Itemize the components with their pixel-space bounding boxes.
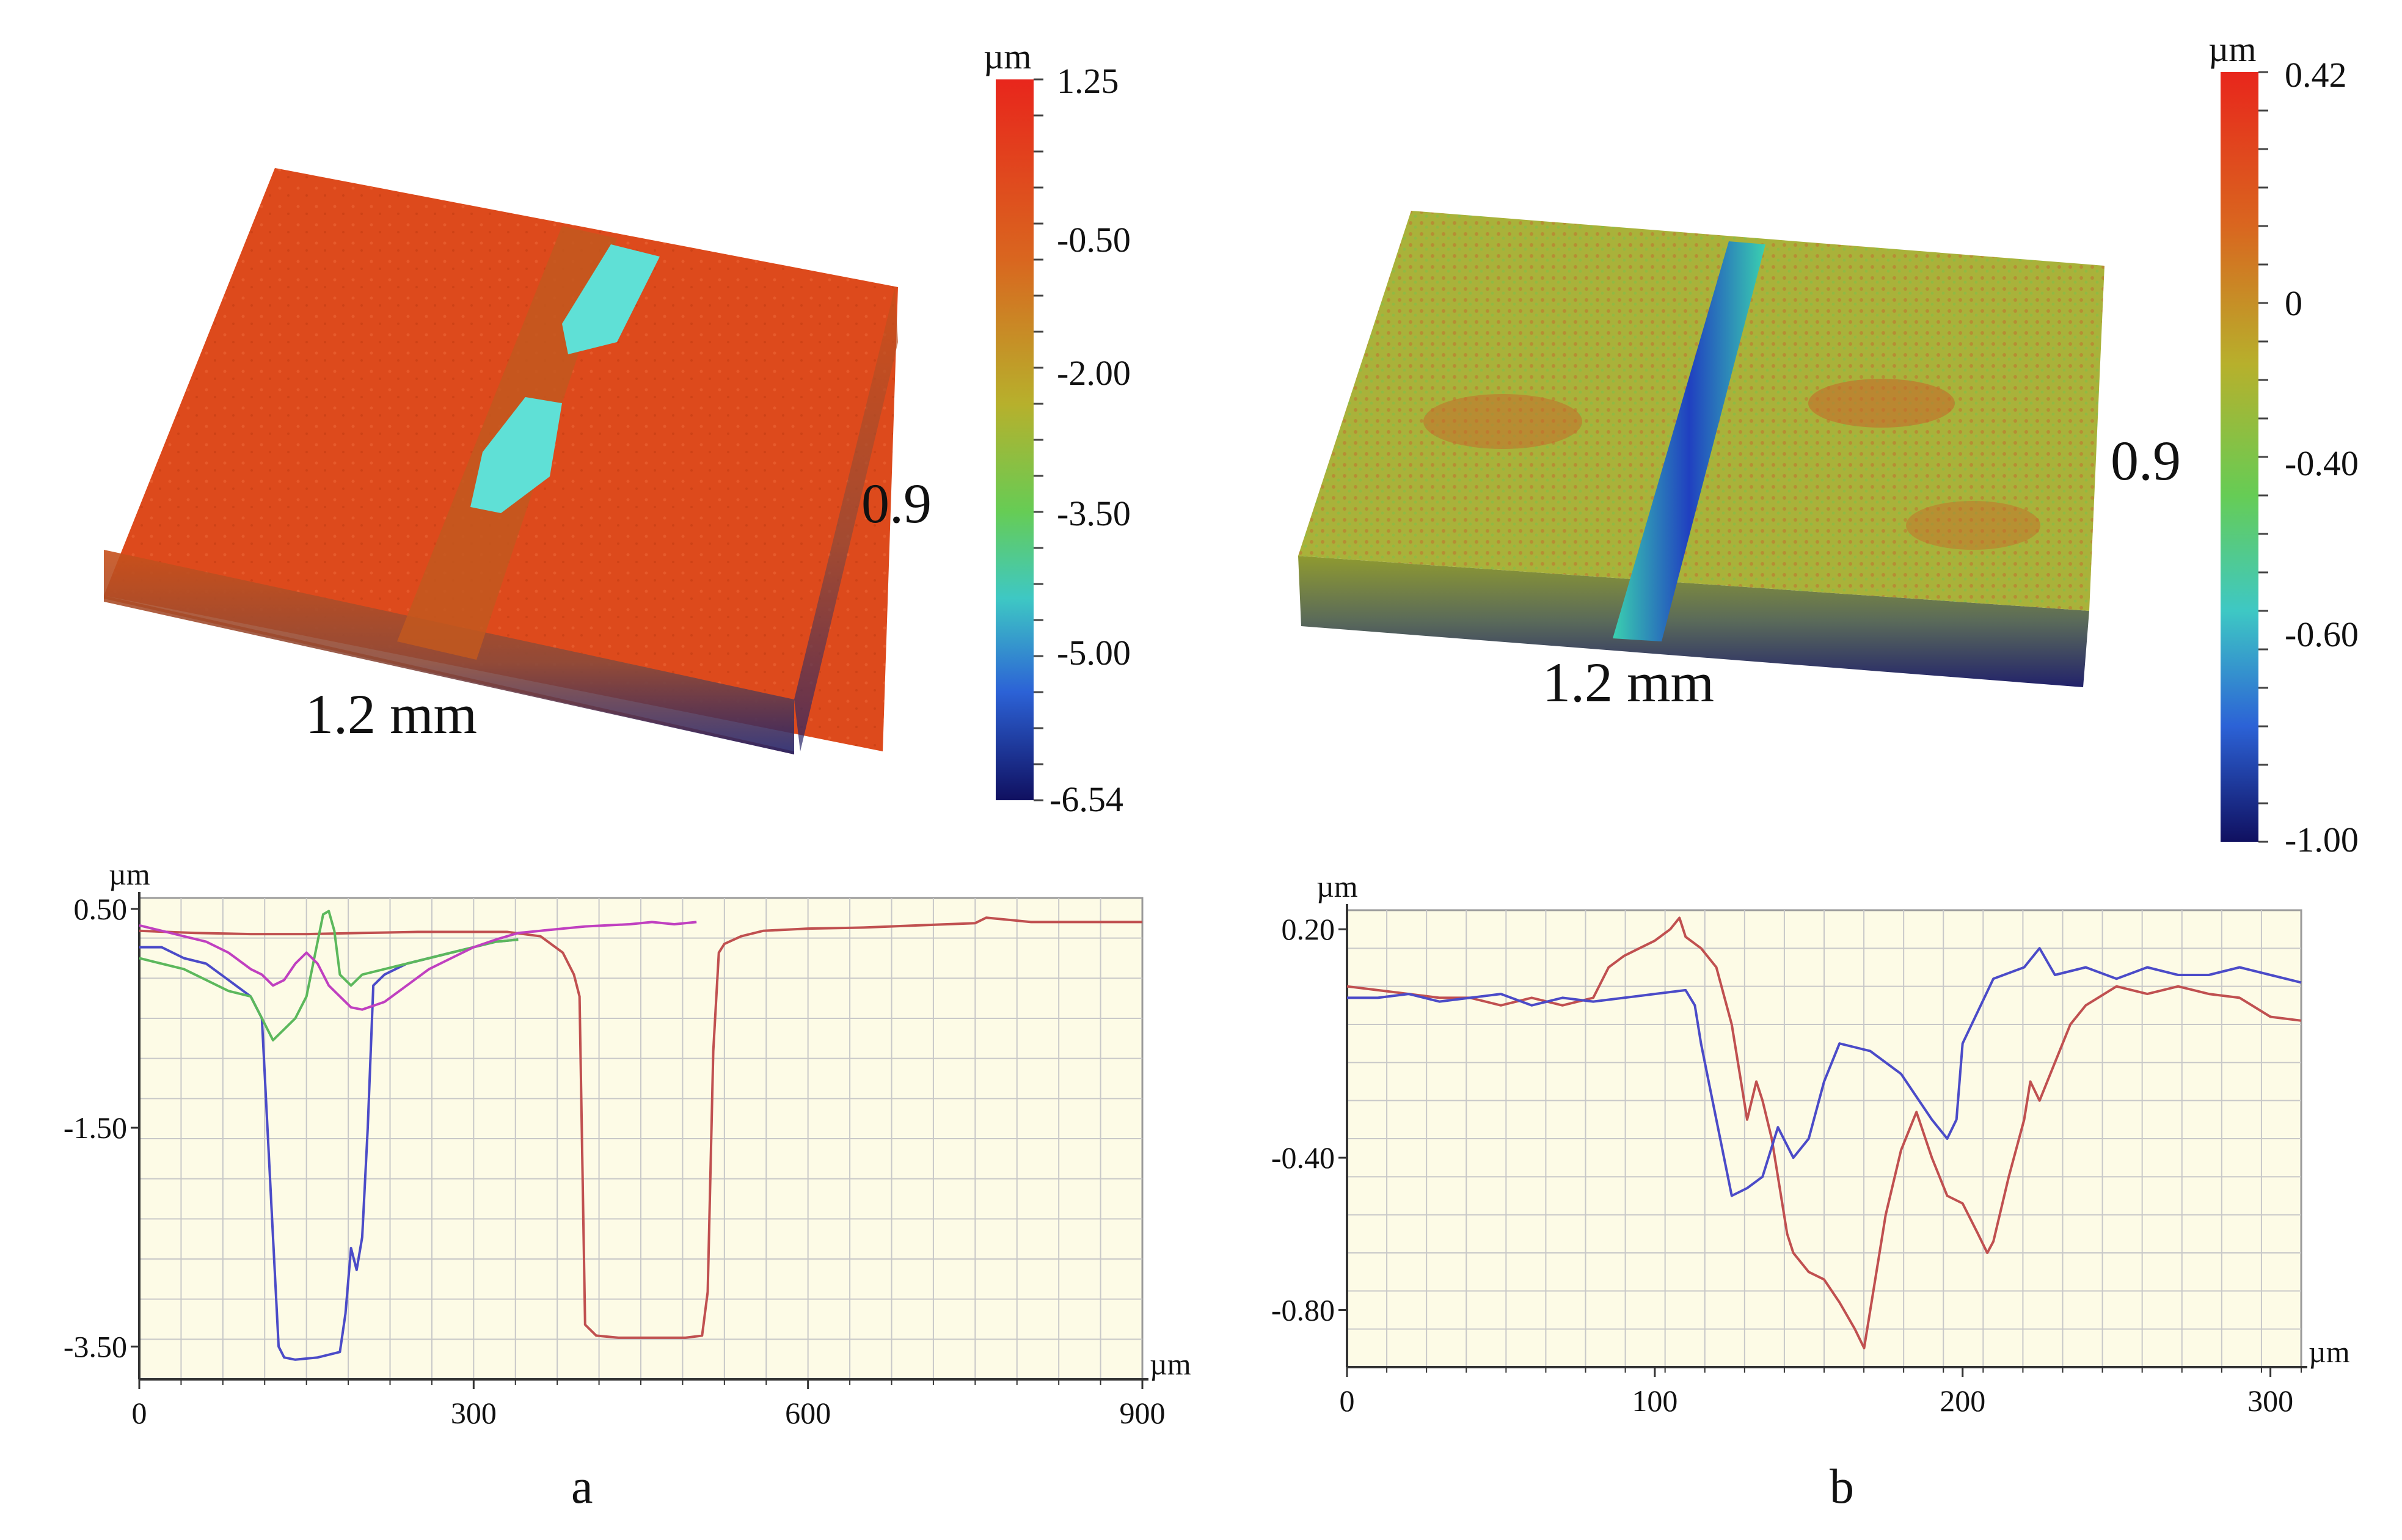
surface-b-depth-label: 0.9	[2111, 429, 2181, 492]
colorbar-b-unit: µm	[2208, 29, 2257, 69]
y-tick-label: 0.20	[1282, 912, 1335, 946]
y-tick-label: -3.50	[64, 1329, 127, 1363]
x-tick-label: 300	[2247, 1384, 2293, 1418]
x-tick-label: 300	[451, 1396, 497, 1430]
x-tick-label: 0	[132, 1396, 147, 1430]
surface-a-width-label: 1.2 mm	[305, 683, 477, 745]
series-line	[139, 910, 519, 1042]
series-line	[139, 916, 1142, 1339]
surface-a-depth-label: 0.9	[861, 472, 932, 535]
colorbar-b-tick-label: -1.00	[2285, 820, 2359, 859]
y-tick-label: -0.40	[1271, 1140, 1335, 1175]
series-line	[139, 921, 697, 1011]
surface-a-damage-1	[562, 244, 660, 354]
colorbar-a: µm 1.25 -0.50 -2.00 -3.50 -5.00 -6.54	[984, 37, 1131, 819]
y-tick-label: -1.50	[64, 1111, 127, 1145]
surface-b-patch	[1423, 394, 1582, 449]
y-axis-label: µm	[109, 857, 150, 891]
colorbar-a-tick-label: -6.54	[1050, 779, 1123, 819]
colorbar-a-tick-label: 1.25	[1057, 61, 1119, 101]
x-tick-label: 900	[1120, 1396, 1166, 1430]
profile-chart-a: 0 300 600 900 0.50 -1.50 -3.50 µm µm	[64, 857, 1191, 1430]
y-tick-label: 0.50	[74, 892, 128, 926]
colorbar-a-tick-label: -2.00	[1057, 353, 1131, 393]
profile-chart-b: 0 100 200 300 0.20 -0.40 -0.80 µm µm	[1271, 869, 2350, 1418]
colorbar-b-bar	[2221, 72, 2258, 842]
panel-label-a: a	[571, 1460, 593, 1514]
surface-b-patch	[1906, 501, 2040, 550]
surface-b-front-face	[1298, 556, 2089, 687]
colorbar-b-tick-label: 0	[2285, 283, 2302, 323]
colorbar-a-tick-label: -5.00	[1057, 633, 1131, 673]
colorbar-b-tick-label: -0.40	[2285, 443, 2359, 483]
surface-a-right-face	[794, 287, 898, 751]
colorbar-b: µm 0.42 0 -0.40 -0.60 -1.00	[2208, 29, 2359, 859]
colorbar-a-unit: µm	[984, 37, 1032, 76]
colorbar-b-tick-label: 0.42	[2285, 55, 2347, 95]
surface-a	[104, 168, 898, 754]
colorbar-a-tick-label: -0.50	[1057, 220, 1131, 260]
colorbar-b-tick-label: -0.60	[2285, 615, 2359, 654]
x-tick-label: 600	[785, 1396, 831, 1430]
x-tick-label: 100	[1632, 1384, 1677, 1418]
surface-b	[1298, 211, 2104, 687]
panel-label-b: b	[1830, 1460, 1854, 1514]
x-tick-label: 200	[1940, 1384, 1985, 1418]
colorbar-a-bar	[996, 79, 1034, 800]
x-axis-label: µm	[1150, 1347, 1191, 1381]
series-line	[1346, 916, 2302, 1349]
series-line	[1347, 947, 2302, 1197]
surface-b-width-label: 1.2 mm	[1542, 651, 1714, 713]
surface-b-patch	[1808, 379, 1955, 428]
colorbar-a-tick-label: -3.50	[1057, 494, 1131, 533]
surface-a-damage-2	[470, 397, 562, 513]
y-axis-label: µm	[1316, 869, 1358, 903]
surface-b-scratch-groove	[1613, 241, 1765, 641]
x-axis-label: µm	[2309, 1335, 2350, 1369]
y-tick-label: -0.80	[1271, 1293, 1335, 1327]
x-tick-label: 0	[1340, 1384, 1355, 1418]
